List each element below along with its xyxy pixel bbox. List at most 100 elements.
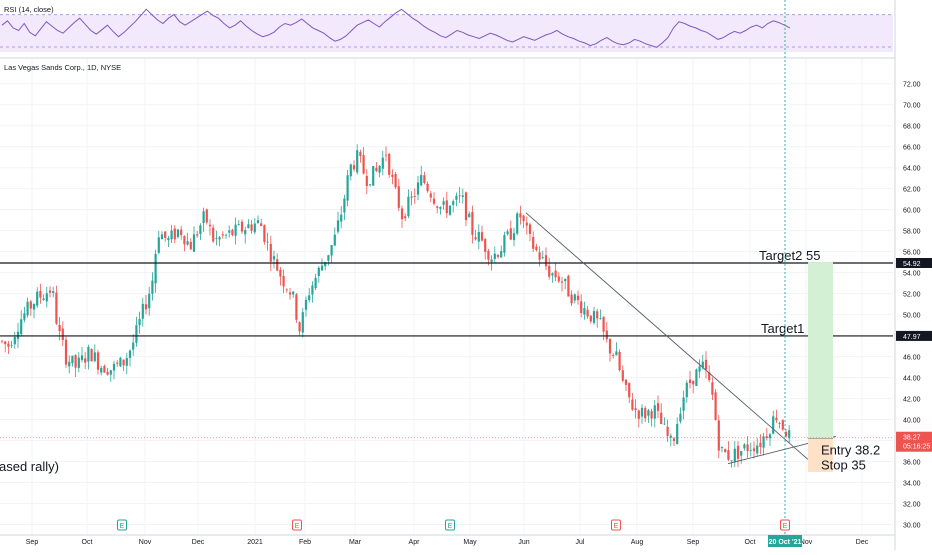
candle[interactable] bbox=[704, 351, 708, 379]
candle[interactable] bbox=[788, 425, 791, 444]
candle[interactable] bbox=[269, 235, 272, 272]
event-badge[interactable] bbox=[292, 519, 302, 531]
candle[interactable] bbox=[493, 246, 496, 263]
candle[interactable] bbox=[506, 229, 509, 236]
candle[interactable] bbox=[416, 175, 420, 201]
candle[interactable] bbox=[682, 390, 685, 420]
candle[interactable] bbox=[413, 188, 416, 204]
candle[interactable] bbox=[352, 160, 356, 172]
candle[interactable] bbox=[717, 414, 720, 459]
candle[interactable] bbox=[199, 223, 202, 240]
candle[interactable] bbox=[308, 287, 311, 303]
candle[interactable] bbox=[36, 287, 39, 308]
candle[interactable] bbox=[80, 346, 84, 363]
candle[interactable] bbox=[653, 399, 656, 428]
candle[interactable] bbox=[93, 344, 96, 363]
candle[interactable] bbox=[362, 147, 365, 175]
loss-zone[interactable] bbox=[808, 438, 833, 473]
candle[interactable] bbox=[608, 338, 612, 362]
candle[interactable] bbox=[656, 395, 660, 419]
candle[interactable] bbox=[711, 377, 714, 401]
candle[interactable] bbox=[250, 219, 253, 234]
candle[interactable] bbox=[551, 272, 554, 283]
candle[interactable] bbox=[202, 207, 205, 232]
candle[interactable] bbox=[784, 428, 788, 437]
candle[interactable] bbox=[256, 215, 260, 224]
candle[interactable] bbox=[756, 437, 759, 456]
candle[interactable] bbox=[720, 446, 724, 453]
candle[interactable] bbox=[205, 208, 208, 225]
candle[interactable] bbox=[304, 296, 308, 317]
candle[interactable] bbox=[519, 205, 522, 225]
candle[interactable] bbox=[740, 450, 743, 464]
candle[interactable] bbox=[7, 340, 10, 355]
candle[interactable] bbox=[340, 206, 343, 229]
candle[interactable] bbox=[477, 224, 480, 250]
candle[interactable] bbox=[452, 199, 455, 213]
candle[interactable] bbox=[365, 168, 368, 195]
candle[interactable] bbox=[224, 233, 228, 239]
candle[interactable] bbox=[212, 224, 215, 243]
price-axis[interactable]: 72.00 70.00 68.00 66.00 64.00 62.00 60.00 58.00… bbox=[894, 0, 932, 550]
candle[interactable] bbox=[464, 191, 468, 227]
candle[interactable] bbox=[736, 441, 740, 468]
candle[interactable] bbox=[397, 178, 400, 212]
candle[interactable] bbox=[484, 237, 487, 260]
candle[interactable] bbox=[74, 354, 77, 378]
candle[interactable] bbox=[592, 306, 596, 325]
candle[interactable] bbox=[509, 220, 512, 241]
candle[interactable] bbox=[196, 230, 199, 238]
candle[interactable] bbox=[404, 213, 407, 222]
candle[interactable] bbox=[532, 231, 535, 253]
candle[interactable] bbox=[628, 382, 631, 404]
candle[interactable] bbox=[167, 235, 170, 247]
candle[interactable] bbox=[669, 433, 672, 447]
candle[interactable] bbox=[221, 231, 224, 239]
candle[interactable] bbox=[55, 285, 58, 325]
candle[interactable] bbox=[116, 360, 119, 368]
candle[interactable] bbox=[384, 146, 388, 162]
candle[interactable] bbox=[688, 370, 692, 389]
candle[interactable] bbox=[560, 277, 564, 292]
candle[interactable] bbox=[317, 265, 320, 283]
descending-trendline[interactable] bbox=[525, 212, 809, 460]
candle[interactable] bbox=[263, 224, 266, 245]
candle[interactable] bbox=[512, 227, 516, 247]
candle[interactable] bbox=[461, 188, 464, 204]
candle[interactable] bbox=[23, 306, 26, 323]
candle[interactable] bbox=[640, 404, 644, 424]
candle[interactable] bbox=[160, 231, 164, 240]
earnings-marker[interactable]: E bbox=[611, 519, 621, 531]
candle[interactable] bbox=[141, 297, 144, 327]
candle[interactable] bbox=[132, 333, 135, 356]
candle[interactable] bbox=[106, 368, 109, 376]
candle[interactable] bbox=[535, 243, 538, 252]
candle[interactable] bbox=[644, 405, 647, 423]
candle[interactable] bbox=[144, 295, 148, 315]
candle[interactable] bbox=[663, 417, 666, 425]
candle[interactable] bbox=[388, 152, 391, 178]
candle[interactable] bbox=[215, 230, 218, 246]
candle[interactable] bbox=[573, 293, 576, 304]
candle[interactable] bbox=[436, 205, 439, 214]
candle[interactable] bbox=[237, 220, 240, 226]
candle[interactable] bbox=[119, 356, 122, 367]
candle[interactable] bbox=[471, 205, 474, 244]
candle[interactable] bbox=[554, 262, 557, 282]
candle[interactable] bbox=[180, 225, 183, 240]
candle[interactable] bbox=[714, 388, 717, 421]
candle[interactable] bbox=[474, 229, 477, 241]
candle[interactable] bbox=[4, 340, 7, 353]
candle[interactable] bbox=[698, 359, 701, 379]
candle[interactable] bbox=[349, 163, 352, 181]
candle[interactable] bbox=[394, 171, 397, 189]
earnings-marker[interactable]: E bbox=[780, 519, 790, 531]
candle[interactable] bbox=[746, 436, 749, 458]
candle[interactable] bbox=[605, 321, 608, 343]
candle[interactable] bbox=[480, 225, 484, 242]
candle[interactable] bbox=[96, 349, 100, 375]
dividend-marker[interactable]: E bbox=[117, 519, 127, 531]
candle[interactable] bbox=[759, 434, 762, 455]
